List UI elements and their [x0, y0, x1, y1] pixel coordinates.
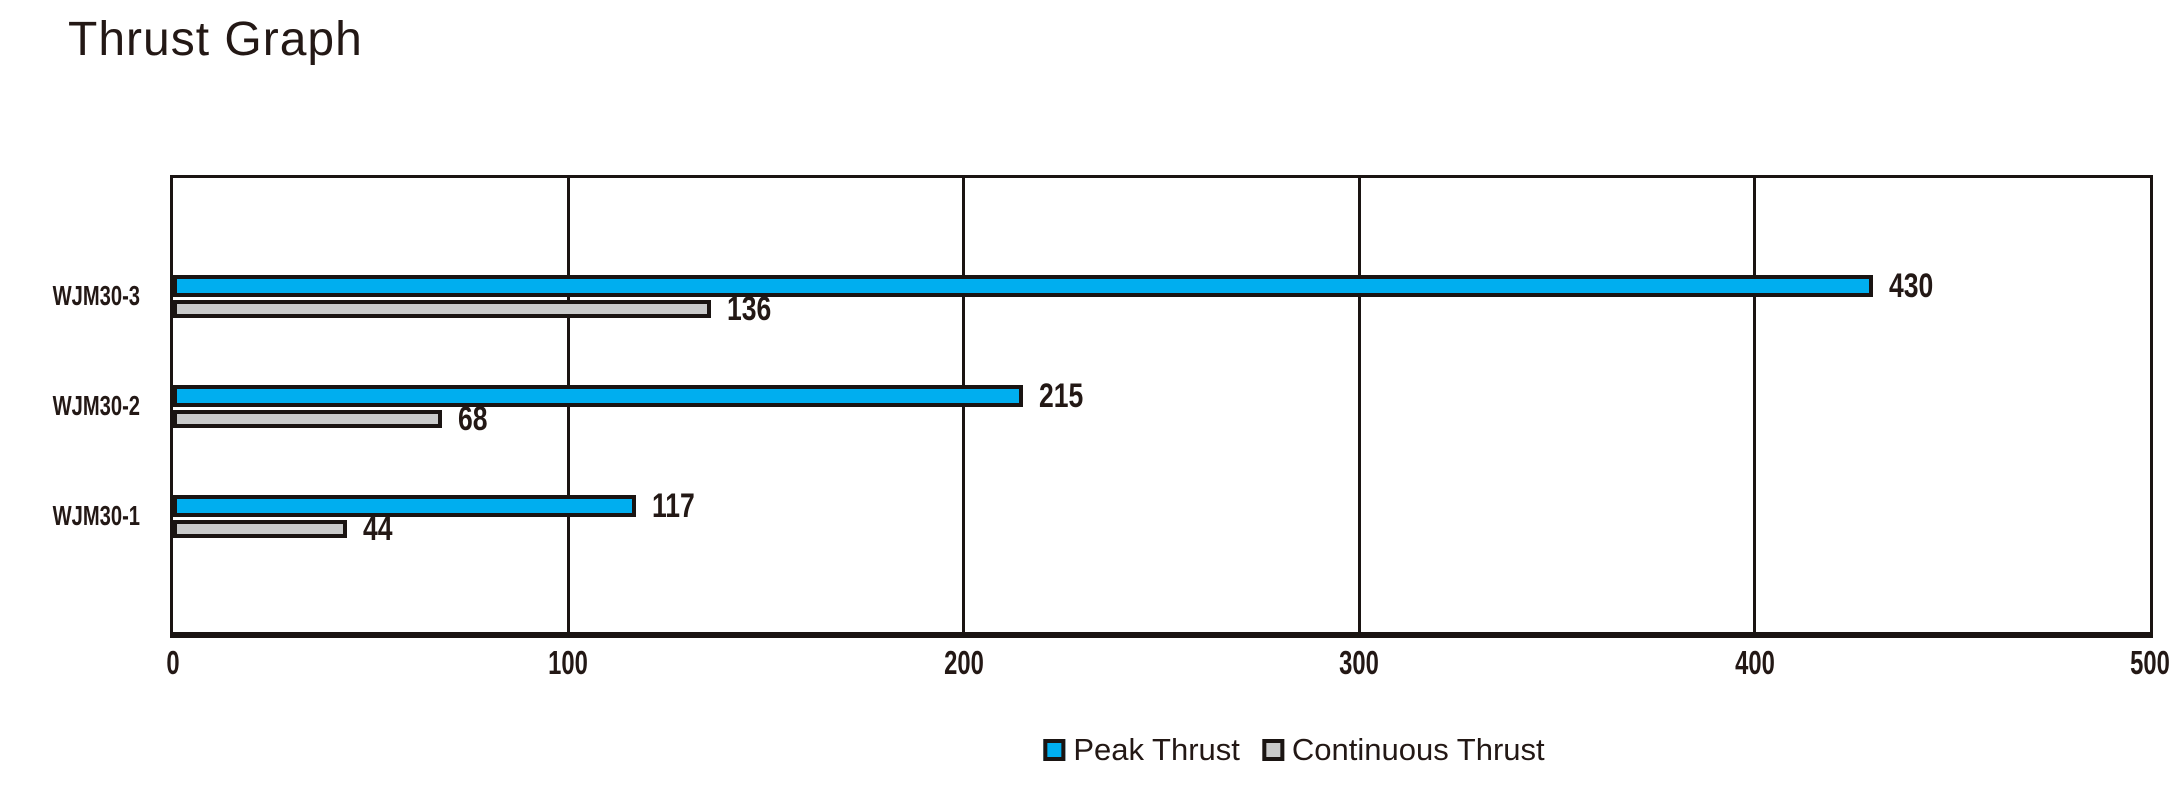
chart-plot-area: 430 136 215 68 117 44 WJM30-3 WJM30-2 WJM30-1 0… [53, 175, 2170, 679]
chart-legend: Peak Thrust Continuous Thrust [1043, 732, 1545, 767]
continuous-thrust-swatch-icon [1261, 739, 1284, 761]
x-tick-label-0: 0 [166, 644, 180, 681]
category-label-wjm30-1: WJM30-1 [52, 500, 140, 531]
x-tick-label-400: 400 [1734, 644, 1775, 681]
legend-label-continuous-thrust: Continuous Thrust [1291, 732, 1545, 767]
gridline-300 [1357, 178, 1361, 632]
value-label-peak-thrust-wjm30-3: 430 [1889, 267, 1934, 305]
value-label-peak-thrust-wjm30-2: 215 [1039, 377, 1084, 415]
category-label-wjm30-3: WJM30-3 [52, 280, 140, 311]
gridline-400 [1753, 178, 1757, 632]
bar-peak-thrust-wjm30-2 [173, 385, 1023, 407]
x-tick-label-300: 300 [1339, 644, 1380, 681]
value-label-continuous-thrust-wjm30-1: 44 [363, 510, 393, 548]
legend-item-continuous-thrust: Continuous Thrust [1261, 732, 1545, 767]
bar-continuous-thrust-wjm30-1 [173, 520, 347, 538]
value-label-continuous-thrust-wjm30-3: 136 [727, 290, 772, 328]
x-tick-label-200: 200 [943, 644, 984, 681]
legend-label-peak-thrust: Peak Thrust [1073, 732, 1240, 767]
x-tick-label-500: 500 [2130, 644, 2170, 681]
peak-thrust-swatch-icon [1043, 739, 1066, 761]
bar-continuous-thrust-wjm30-3 [173, 300, 711, 318]
page-title: Thrust Graph [68, 13, 363, 66]
bar-peak-thrust-wjm30-1 [173, 495, 636, 517]
bar-continuous-thrust-wjm30-2 [173, 410, 442, 428]
category-label-wjm30-2: WJM30-2 [52, 390, 140, 421]
x-tick-label-100: 100 [548, 644, 589, 681]
legend-item-peak-thrust: Peak Thrust [1043, 733, 1240, 767]
bar-peak-thrust-wjm30-3 [173, 275, 1873, 297]
value-label-continuous-thrust-wjm30-2: 68 [458, 400, 488, 438]
value-label-peak-thrust-wjm30-1: 117 [652, 487, 695, 525]
